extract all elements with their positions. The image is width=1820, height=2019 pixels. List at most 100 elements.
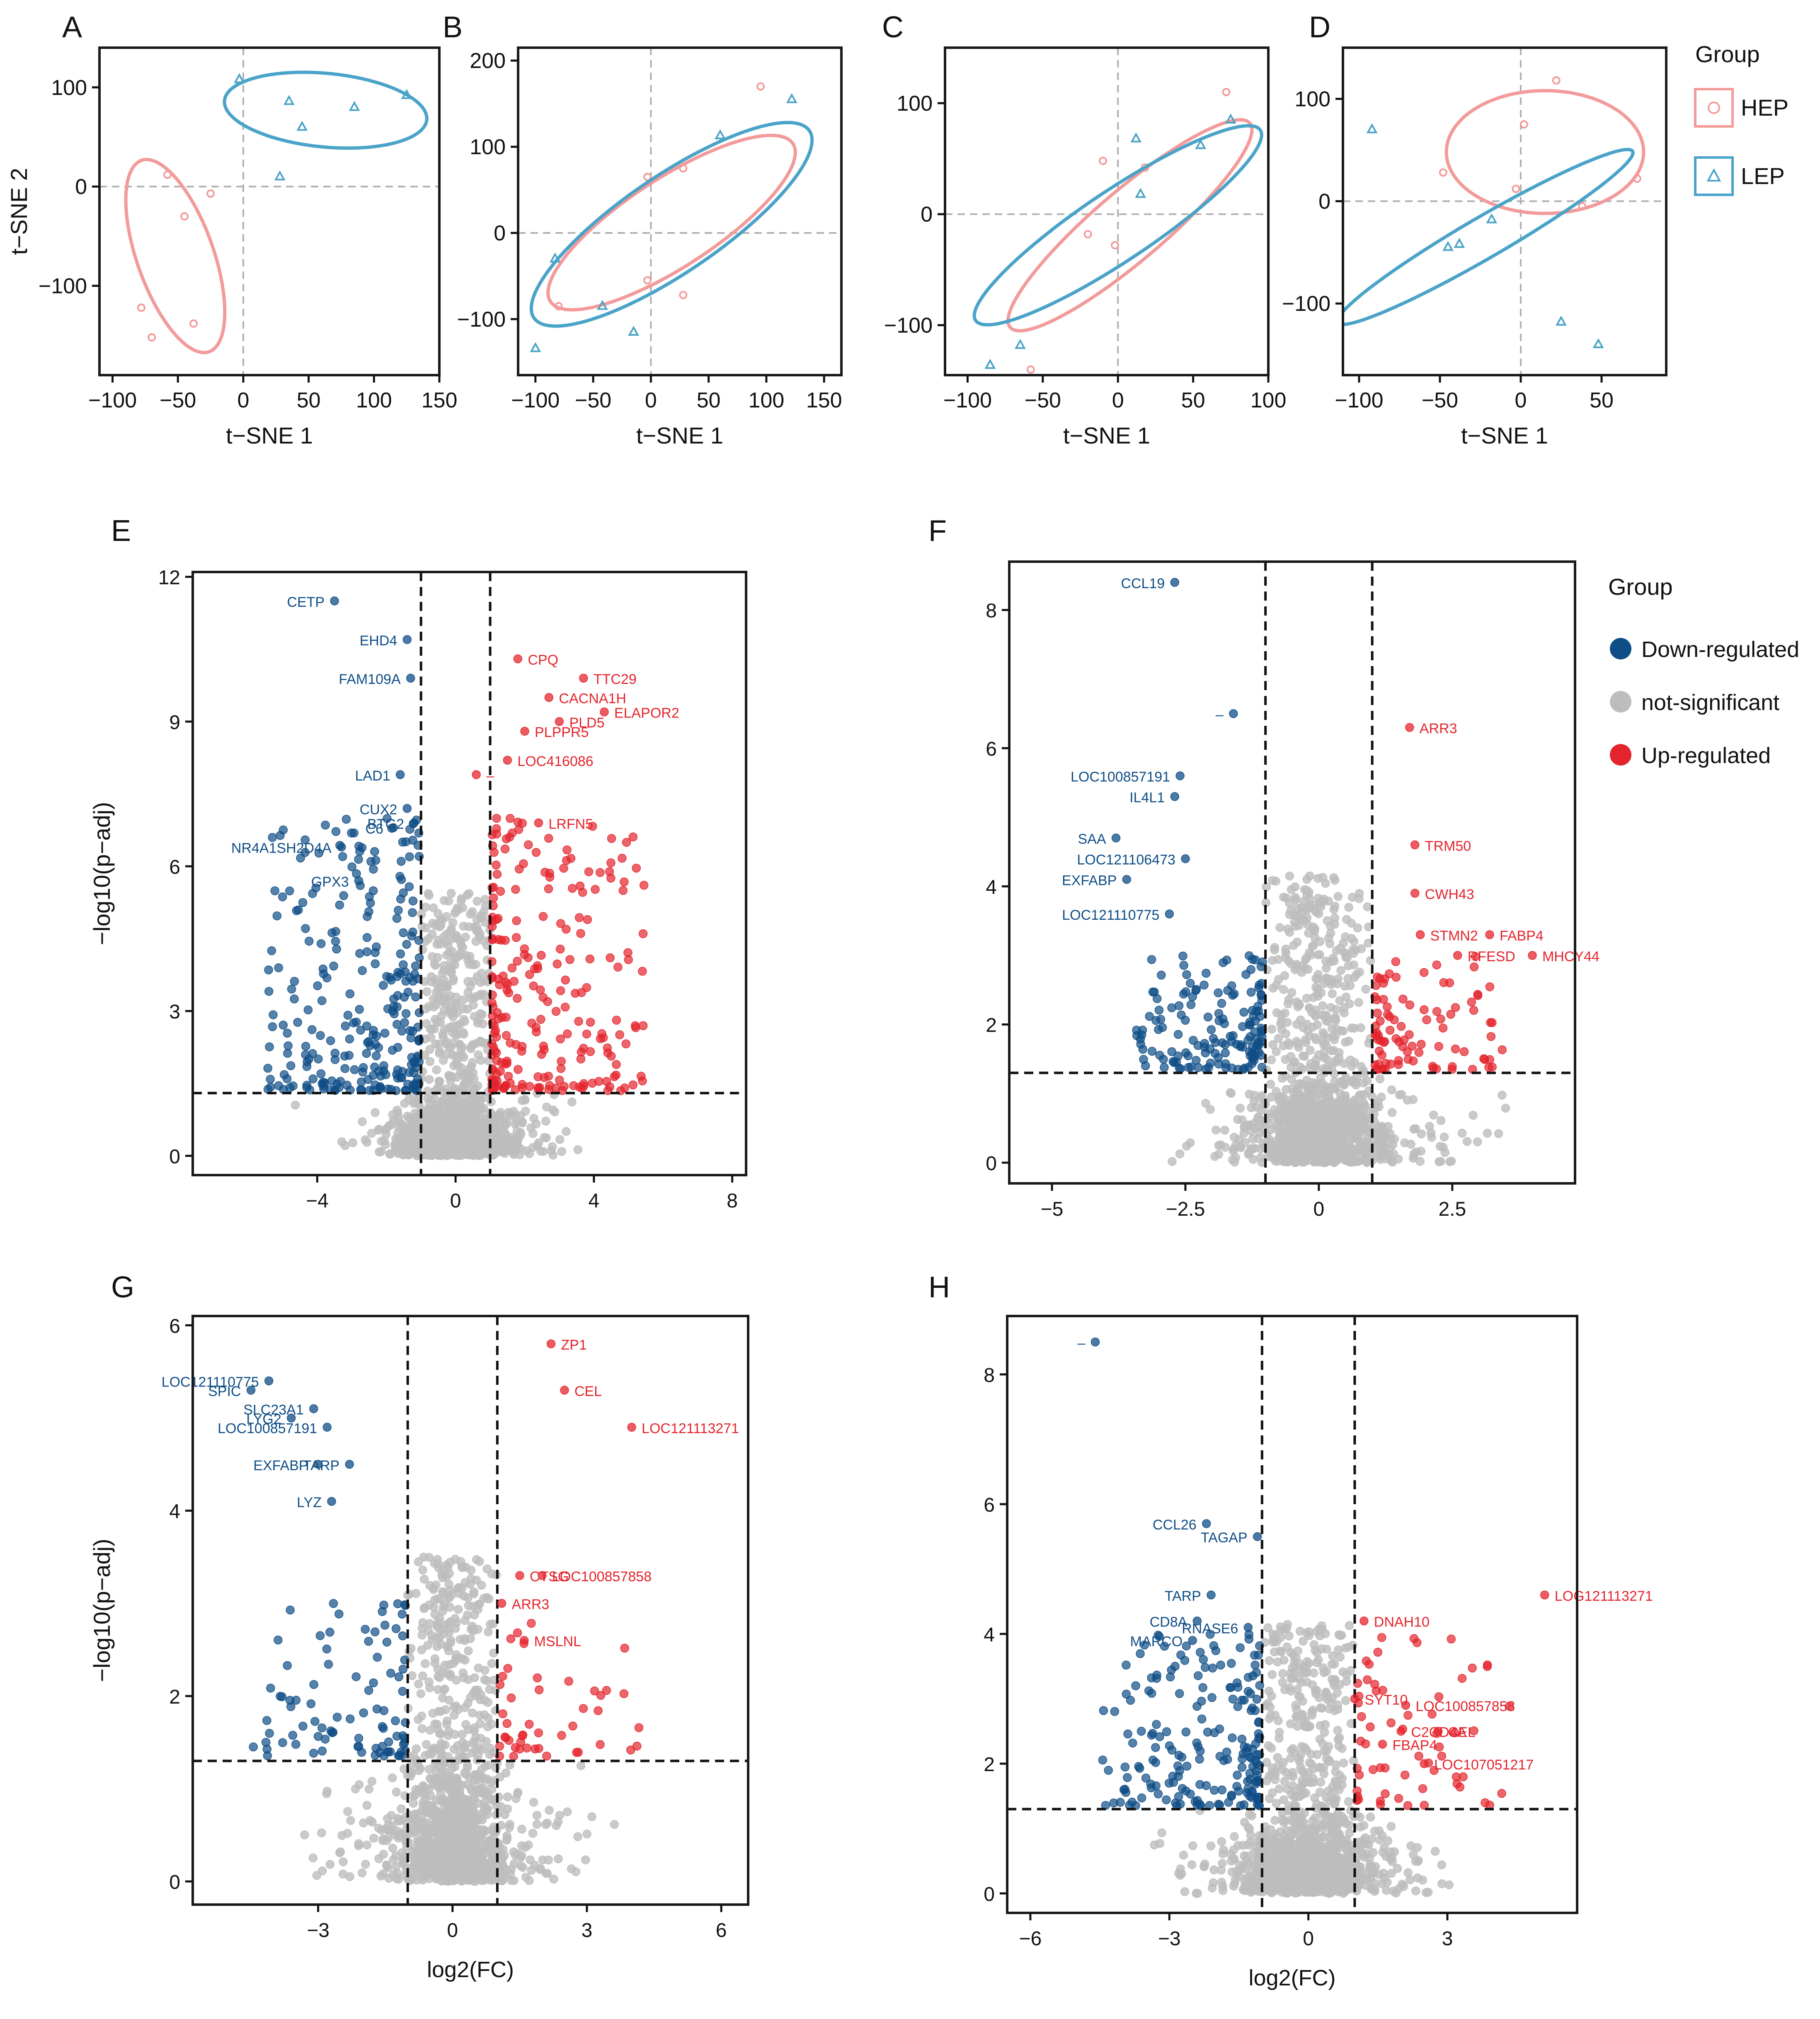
- dot-down: [1207, 1025, 1216, 1034]
- dot-ns: [476, 1134, 486, 1143]
- dot-down: [316, 939, 326, 948]
- x-tick-label: −5: [1041, 1198, 1064, 1220]
- dot-ns: [417, 1645, 426, 1655]
- dot-down: [285, 886, 294, 896]
- dot-ns: [431, 961, 440, 970]
- dot-ns: [1285, 871, 1294, 881]
- dot-up: [530, 964, 539, 973]
- gene-label: PLD5: [569, 715, 604, 731]
- dot-down: [264, 986, 274, 996]
- dot-ns: [1300, 964, 1310, 973]
- dot-ns: [424, 891, 434, 900]
- dot-ns: [1325, 1086, 1334, 1096]
- y-tick-label: 100: [1294, 87, 1330, 111]
- point-lep: [549, 252, 561, 263]
- dot-ns: [414, 1785, 423, 1795]
- dot-ns: [504, 1108, 513, 1117]
- dot-ns: [1314, 974, 1323, 983]
- dot-down: [326, 1036, 335, 1045]
- dot-up: [524, 840, 533, 849]
- dot-ns: [1400, 1138, 1409, 1147]
- x-tick-label: 50: [697, 388, 721, 412]
- dot-labelled: [1410, 840, 1420, 850]
- dot-up: [1408, 1056, 1418, 1066]
- dot-ns: [1290, 1057, 1299, 1066]
- dot-ns: [421, 1659, 430, 1668]
- panel-g: GLOC121110775SLC23A1SPICLYG2LOC100857191…: [89, 1271, 749, 1982]
- dot-labelled: [1405, 723, 1414, 732]
- dot-down: [262, 1716, 271, 1725]
- dot-ns: [473, 1081, 482, 1091]
- dot-ns: [416, 1689, 426, 1699]
- dot-ns: [410, 1123, 420, 1132]
- dot-ns: [468, 1624, 477, 1634]
- dot-down: [313, 981, 322, 991]
- dot-ns: [1291, 893, 1300, 902]
- dot-ns: [1375, 1074, 1384, 1083]
- dot-up: [638, 1021, 648, 1030]
- x-axis-label: t−SNE 1: [226, 422, 313, 448]
- dot-up: [563, 1029, 572, 1039]
- dot-up: [560, 1002, 570, 1012]
- dot-ns: [488, 1868, 497, 1877]
- dot-down: [286, 1061, 296, 1070]
- ellipse-lep: [972, 124, 1263, 327]
- dot-ns: [466, 909, 475, 919]
- dot-ns: [460, 1578, 470, 1587]
- dot-ns: [401, 1127, 411, 1136]
- dot-up: [559, 863, 568, 873]
- dot-down: [393, 1599, 402, 1608]
- dot-ns: [540, 1133, 549, 1142]
- dot-ns: [1329, 873, 1338, 882]
- dot-ns: [1376, 1128, 1386, 1138]
- dot-labelled: [1170, 792, 1179, 801]
- dot-ns: [446, 1670, 455, 1679]
- dot-ns: [1236, 1143, 1246, 1152]
- dot-ns: [440, 1685, 449, 1694]
- dot-up: [1383, 1002, 1392, 1011]
- dot-ns: [521, 1842, 530, 1852]
- dot-down: [386, 1669, 395, 1678]
- dot-ns: [1272, 1109, 1281, 1118]
- dot-labelled: [600, 707, 609, 717]
- dot-ns: [1319, 1048, 1328, 1057]
- dot-down: [1194, 1063, 1203, 1072]
- dot-up: [1408, 1042, 1417, 1051]
- dot-ns: [1457, 1129, 1467, 1138]
- dot-down: [1136, 1034, 1145, 1044]
- dot-ns: [1429, 1110, 1438, 1120]
- dot-ns: [549, 1874, 558, 1884]
- y-tick-label: 12: [158, 567, 180, 589]
- gene-label: ELAPOR2: [614, 705, 679, 721]
- dot-down: [1186, 979, 1195, 988]
- dot-down: [362, 1049, 371, 1058]
- dot-up: [540, 1045, 549, 1054]
- dot-down: [332, 1713, 342, 1722]
- dot-ns: [548, 1151, 558, 1160]
- dot-up: [1471, 952, 1480, 961]
- dot-down: [331, 936, 340, 946]
- dot-ns: [450, 1122, 460, 1132]
- dot-down: [399, 928, 408, 938]
- dot-up: [556, 919, 565, 928]
- dot-up: [500, 844, 510, 853]
- dot-ns: [1274, 1034, 1283, 1043]
- dot-ns: [1387, 1085, 1396, 1095]
- point-hep: [206, 189, 215, 198]
- dot-ns: [1308, 1023, 1317, 1032]
- dot-down: [378, 1723, 388, 1733]
- dot-ns: [1318, 873, 1328, 882]
- point-hep: [189, 319, 198, 328]
- dot-down: [342, 814, 351, 824]
- dot-ns: [450, 1105, 459, 1115]
- dot-up: [1405, 1030, 1414, 1039]
- dot-labelled: [395, 770, 405, 779]
- gene-label: PLPPR5: [535, 725, 589, 740]
- dot-up: [611, 1070, 621, 1080]
- gene-label: CETP: [287, 594, 325, 610]
- dot-ns: [1311, 1055, 1321, 1064]
- dot-ns: [1290, 1094, 1300, 1103]
- dot-down: [399, 960, 408, 970]
- dot-ns: [472, 1116, 482, 1125]
- dot-down: [401, 1009, 411, 1018]
